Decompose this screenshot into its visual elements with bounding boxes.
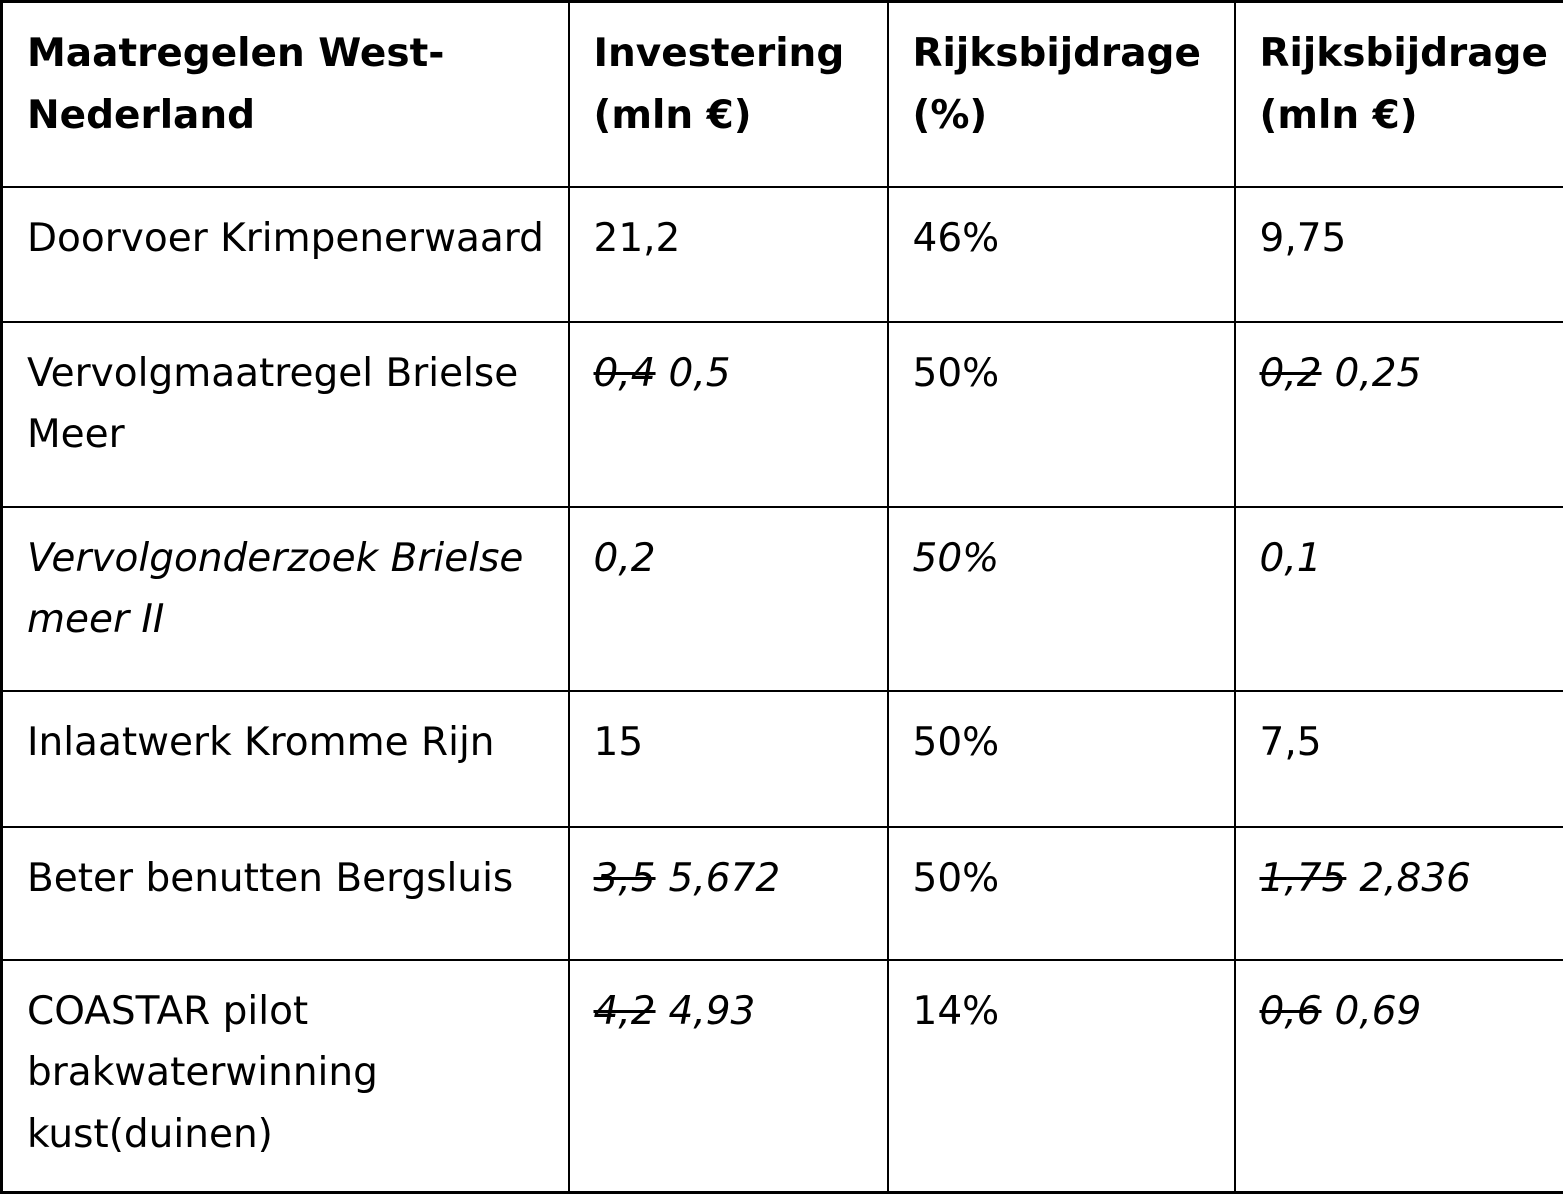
- cell-rijksbijdrage-pct: 50%: [888, 507, 1235, 691]
- measure-name: Doorvoer Krimpenerwaard: [27, 216, 544, 261]
- cell-rijksbijdrage-pct: 50%: [888, 322, 1235, 507]
- cell-investering: 21,2: [569, 187, 888, 322]
- investering-value: 21,2: [594, 216, 681, 261]
- revised-value: 0,25: [1335, 351, 1422, 396]
- measure-name: Vervolgmaatregel Brielse Meer: [27, 351, 518, 458]
- investering-value: 0,2: [594, 536, 656, 581]
- revised-value: 0,69: [1335, 989, 1422, 1034]
- rijksbijdrage-mln-value: 0,1: [1260, 536, 1322, 581]
- cell-investering: 4,2 4,93: [569, 960, 888, 1193]
- deleted-value: 4,2: [594, 989, 656, 1034]
- cell-rijksbijdrage-mln: 7,5: [1235, 691, 1563, 827]
- cell-measure-name: Vervolgonderzoek Brielse meer II: [2, 507, 569, 691]
- rijksbijdrage-pct-value: 50%: [913, 351, 1000, 396]
- table-row: Inlaatwerk Kromme Rijn 15 50% 7,5: [2, 691, 1563, 827]
- cell-measure-name: COASTAR pilot brakwaterwinning kust(duin…: [2, 960, 569, 1193]
- revised-value: 2,836: [1359, 856, 1471, 901]
- cell-rijksbijdrage-mln: 9,75: [1235, 187, 1563, 322]
- cell-measure-name: Vervolgmaatregel Brielse Meer: [2, 322, 569, 507]
- cell-measure-name: Doorvoer Krimpenerwaard: [2, 187, 569, 322]
- table-row: Doorvoer Krimpenerwaard 21,2 46% 9,75: [2, 187, 1563, 322]
- cell-investering: 0,2: [569, 507, 888, 691]
- investering-value: 15: [594, 720, 644, 765]
- deleted-value: 0,4: [594, 351, 656, 396]
- cell-rijksbijdrage-mln: 1,75 2,836: [1235, 827, 1563, 960]
- column-header-maatregelen: Maatregelen West-Nederland: [2, 2, 569, 187]
- deleted-value: 1,75: [1260, 856, 1347, 901]
- column-header-rijksbijdrage-pct: Rijksbijdrage (%): [888, 2, 1235, 187]
- cell-investering: 3,5 5,672: [569, 827, 888, 960]
- table-row: COASTAR pilot brakwaterwinning kust(duin…: [2, 960, 1563, 1193]
- rijksbijdrage-pct-value: 50%: [913, 536, 1000, 581]
- cell-rijksbijdrage-mln: 0,2 0,25: [1235, 322, 1563, 507]
- deleted-value: 0,6: [1260, 989, 1322, 1034]
- column-header-investering: Investering (mln €): [569, 2, 888, 187]
- measure-name: COASTAR pilot brakwaterwinning kust(duin…: [27, 989, 378, 1157]
- cell-rijksbijdrage-pct: 50%: [888, 827, 1235, 960]
- cell-rijksbijdrage-mln: 0,1: [1235, 507, 1563, 691]
- rijksbijdrage-pct-value: 50%: [913, 720, 1000, 765]
- deleted-value: 3,5: [594, 856, 656, 901]
- revised-value: 4,93: [669, 989, 756, 1034]
- cell-rijksbijdrage-mln: 0,6 0,69: [1235, 960, 1563, 1193]
- cell-rijksbijdrage-pct: 14%: [888, 960, 1235, 1193]
- revised-value: 5,672: [669, 856, 781, 901]
- cell-measure-name: Inlaatwerk Kromme Rijn: [2, 691, 569, 827]
- cell-investering: 0,4 0,5: [569, 322, 888, 507]
- rijksbijdrage-mln-value: 7,5: [1260, 720, 1322, 765]
- measure-name: Beter benutten Bergsluis: [27, 856, 513, 901]
- rijksbijdrage-mln-value: 9,75: [1260, 216, 1347, 261]
- table-row: Vervolgmaatregel Brielse Meer 0,4 0,5 50%…: [2, 322, 1563, 507]
- table-row: Beter benutten Bergsluis 3,5 5,672 50% 1,…: [2, 827, 1563, 960]
- rijksbijdrage-pct-value: 50%: [913, 856, 1000, 901]
- rijksbijdrage-pct-value: 14%: [913, 989, 1000, 1034]
- column-header-rijksbijdrage-mln: Rijksbijdrage (mln €): [1235, 2, 1563, 187]
- cell-measure-name: Beter benutten Bergsluis: [2, 827, 569, 960]
- rijksbijdrage-pct-value: 46%: [913, 216, 1000, 261]
- deleted-value: 0,2: [1260, 351, 1322, 396]
- measure-name: Inlaatwerk Kromme Rijn: [27, 720, 495, 765]
- cell-investering: 15: [569, 691, 888, 827]
- header-row: Maatregelen West-Nederland Investering (…: [2, 2, 1563, 187]
- cell-rijksbijdrage-pct: 46%: [888, 187, 1235, 322]
- cell-rijksbijdrage-pct: 50%: [888, 691, 1235, 827]
- table-row: Vervolgonderzoek Brielse meer II 0,2 50%…: [2, 507, 1563, 691]
- measure-name: Vervolgonderzoek Brielse meer II: [27, 536, 523, 643]
- revised-value: 0,5: [669, 351, 731, 396]
